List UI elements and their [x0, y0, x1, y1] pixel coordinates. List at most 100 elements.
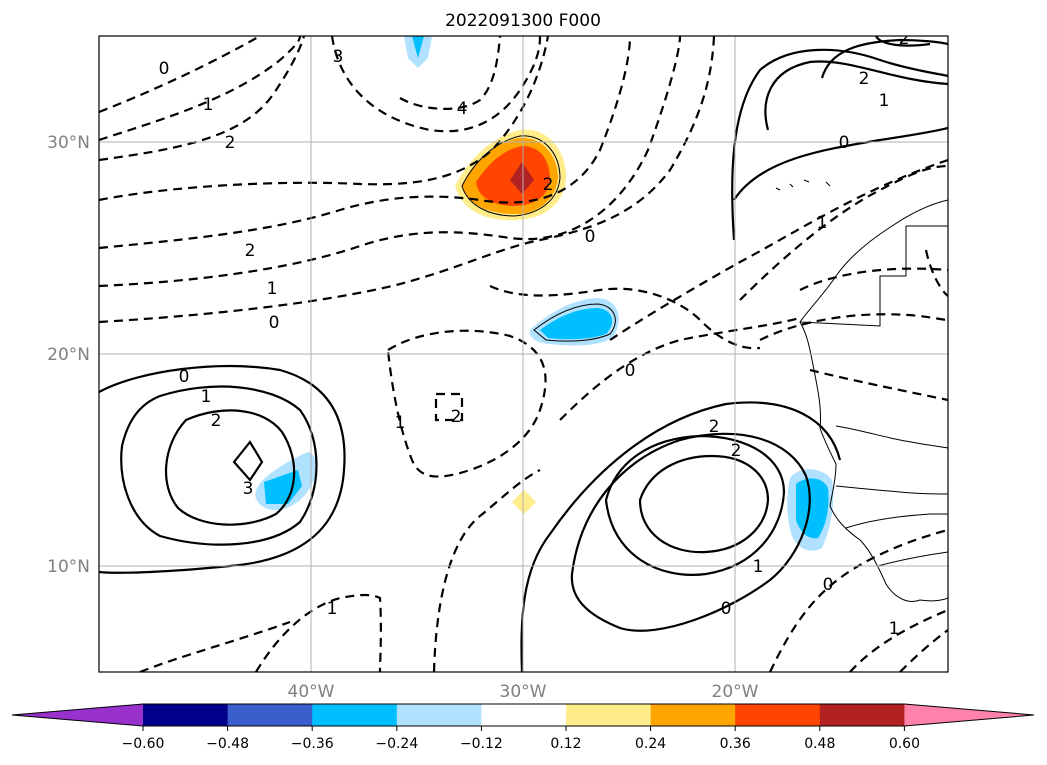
- border-1: [835, 425, 948, 449]
- contour-label: 0: [269, 313, 280, 333]
- negative-anomaly-west-inner: [264, 470, 302, 504]
- dashed-contour-east-3: [759, 313, 948, 341]
- lon-label-40w: 40°W: [288, 682, 335, 702]
- colorbar-segment: [312, 704, 398, 726]
- colorbar-extend-high: [904, 704, 1034, 726]
- dashed-contour-sw-0: [139, 620, 291, 672]
- contour-label: 2: [451, 407, 462, 427]
- dashed-contour-n-1: [99, 36, 302, 142]
- colorbar-tick-label: −0.12: [460, 736, 503, 752]
- colorbar-tick-label: −0.24: [375, 736, 418, 752]
- dashed-contour-east-1: [609, 158, 948, 341]
- lon-label-30w: 30°W: [500, 682, 547, 702]
- latitude-labels: 30°N 20°N 10°N: [47, 133, 90, 577]
- map-title: 2022091300 F000: [445, 11, 601, 31]
- colorbar-segment: [481, 704, 567, 726]
- canary-islands: [775, 179, 831, 191]
- contour-label: 1: [817, 213, 828, 233]
- lat-label-20n: 20°N: [47, 345, 90, 365]
- lat-label-10n: 10°N: [47, 557, 90, 577]
- colorbar-tick-label: 0.36: [720, 736, 751, 752]
- dashed-contour-n-3: [330, 36, 542, 133]
- border-2: [835, 485, 948, 495]
- contour-ne-3: [875, 36, 931, 47]
- contour-label: 3: [243, 479, 254, 499]
- contour-east-3: [638, 454, 770, 554]
- graticule: [99, 36, 948, 672]
- contour-label: 1: [889, 619, 900, 639]
- contour-label: 1: [395, 413, 406, 433]
- dashed-contour-n-0: [99, 36, 261, 114]
- contour-label: 0: [823, 575, 834, 595]
- morocco-border: [799, 225, 948, 327]
- lon-label-20w: 20°W: [712, 682, 759, 702]
- colorbar-extend-low: [12, 704, 143, 726]
- contour-labels: 0 1 2 3 4 0 1 2 3 2 1 0 2 1 0 1 2 2 0 1 …: [159, 29, 910, 639]
- colorbar-tick-label: −0.48: [206, 736, 249, 752]
- contour-label: 2: [709, 417, 720, 437]
- contour-label: 2: [225, 133, 236, 153]
- dashed-contour-se-2: [899, 629, 948, 672]
- contour-label: 1: [753, 557, 764, 577]
- contour-ne-2: [820, 38, 948, 79]
- contour-east-1: [570, 432, 811, 632]
- contour-west-2: [164, 409, 296, 526]
- contour-east-2: [604, 434, 786, 576]
- contour-label: 2: [731, 441, 742, 461]
- positive-anomaly-small: [512, 490, 536, 514]
- colorbar-segment: [735, 704, 821, 726]
- colorbar-segment: [566, 704, 652, 726]
- dashed-contour-east-6: [924, 249, 948, 297]
- colorbar-tick-label: 0.24: [635, 736, 666, 752]
- dashed-contour-mid-1: [99, 36, 632, 250]
- contour-label: 1: [327, 599, 338, 619]
- contour-ne-1: [764, 60, 948, 131]
- shaded-anomalies: [255, 36, 834, 551]
- negative-anomaly-east-inner: [796, 478, 829, 539]
- colorbar-segment: [819, 704, 905, 726]
- dashed-contour-sw-1: [255, 593, 382, 672]
- dashed-contour-n-4: [399, 36, 502, 110]
- colorbar-segment: [227, 704, 313, 726]
- contour-west-1: [120, 385, 318, 546]
- positive-anomaly-core: [510, 162, 534, 194]
- contour-ne-inner: [733, 126, 948, 201]
- negative-anomaly-outline: [533, 303, 616, 342]
- colorbar-tick-label: 0.60: [889, 736, 920, 752]
- contour-label: 4: [457, 99, 468, 119]
- africa-coast: [799, 199, 948, 602]
- colorbar-tick-label: −0.36: [291, 736, 334, 752]
- contour-label: 1: [203, 95, 214, 115]
- dashed-contour-mid-2: [99, 36, 682, 288]
- contour-west-0: [99, 365, 346, 574]
- negative-anomaly-center-inner: [540, 308, 613, 340]
- border-3: [845, 513, 948, 529]
- colorbar-segment: [650, 704, 736, 726]
- contour-label: 0: [721, 599, 732, 619]
- contour-label: 3: [333, 47, 344, 67]
- colorbar-tick-label: −0.60: [122, 736, 165, 752]
- contour-label: 1: [201, 387, 212, 407]
- contour-label: 2: [899, 29, 910, 49]
- coastlines: [775, 179, 948, 602]
- dashed-contour-east-5: [809, 368, 948, 402]
- lat-label-30n: 30°N: [47, 133, 90, 153]
- contour-label: 0: [625, 361, 636, 381]
- colorbar: −0.60 −0.48 −0.36 −0.24 −0.12 0.12 0.24 0.36 0.4…: [11, 703, 1035, 752]
- dashed-contour-mid-3: [99, 36, 716, 324]
- solid-contours: [99, 36, 948, 672]
- colorbar-segment: [396, 704, 482, 726]
- contour-label: 1: [879, 91, 890, 111]
- contour-label: 0: [159, 59, 170, 79]
- dashed-contour-n-2: [99, 36, 306, 162]
- dashed-contour-sw-2: [432, 469, 541, 672]
- contour-east-0: [520, 401, 842, 672]
- colorbar-segment: [143, 704, 229, 726]
- colorbar-tick-label: 0.12: [550, 736, 581, 752]
- map-plot-area: 0 1 2 3 4 0 1 2 3 2 1 0 2 1 0 1 2 2 0 1 …: [99, 29, 948, 672]
- dashed-contour-east-2: [739, 164, 948, 301]
- contour-label: 1: [267, 279, 278, 299]
- contour-label: 2: [211, 411, 222, 431]
- dashed-contour-center: [489, 285, 761, 350]
